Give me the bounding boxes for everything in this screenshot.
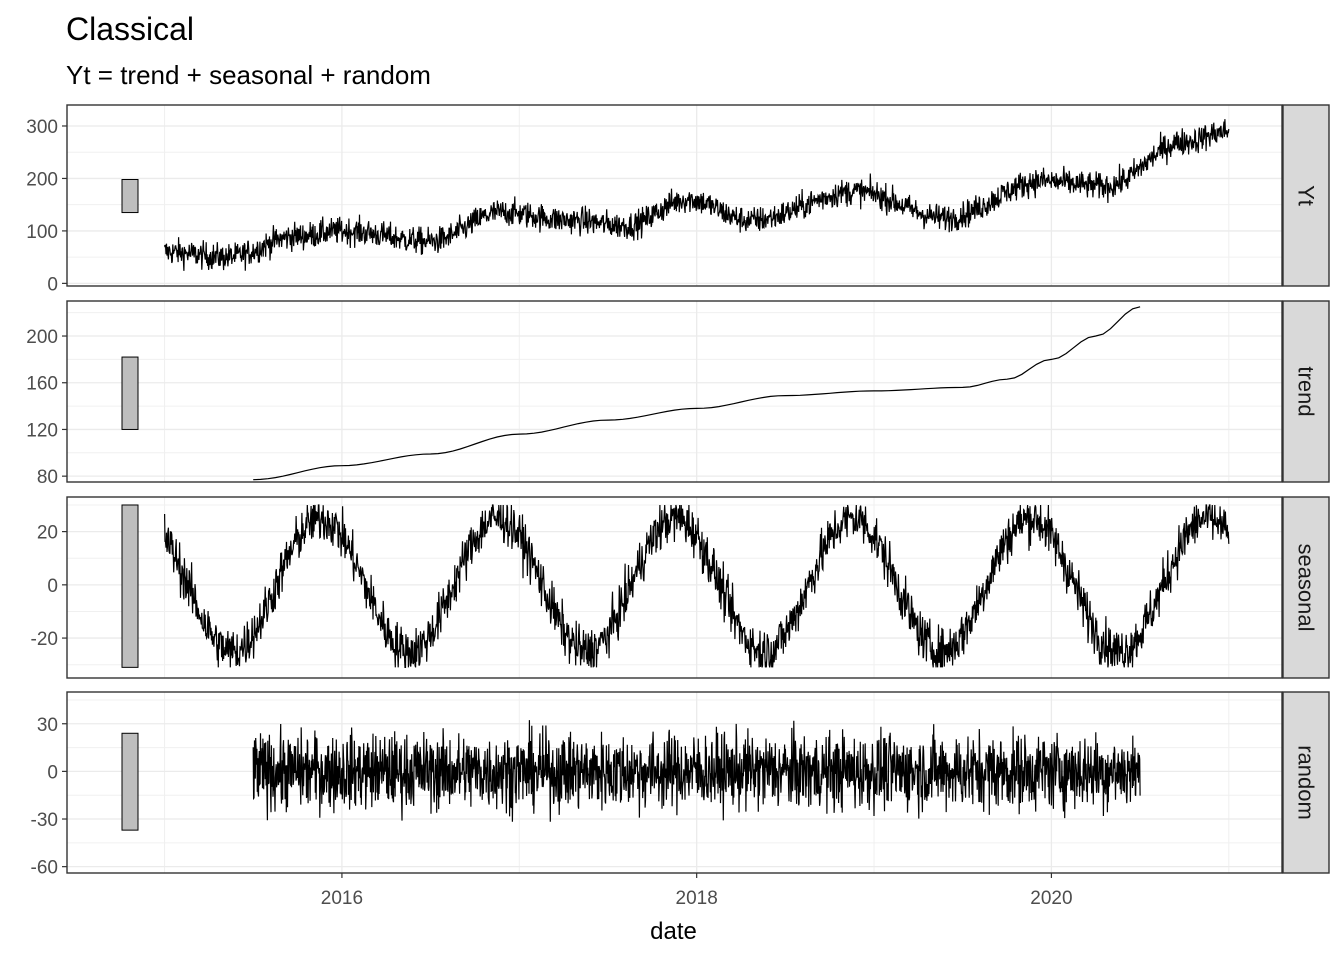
series-line-seasonal xyxy=(164,504,1230,668)
range-bar xyxy=(121,732,139,831)
y-tick-label: 80 xyxy=(37,467,58,488)
y-tick-label: -60 xyxy=(31,858,58,879)
range-bar xyxy=(121,356,139,430)
x-axis: 2016 2018 2020 xyxy=(321,873,1073,909)
panel-border xyxy=(66,496,1283,679)
series-line-random xyxy=(252,720,1141,822)
facet-strip-label: trend xyxy=(1294,366,1319,416)
y-tick-label: 100 xyxy=(26,222,58,243)
y-tick-label: 300 xyxy=(26,117,58,138)
x-tick-label: 2018 xyxy=(676,888,718,909)
range-bar xyxy=(121,504,139,668)
facet-strip-label: seasonal xyxy=(1294,543,1319,631)
facet-strip-label: random xyxy=(1294,745,1319,820)
facet-strip-label: Yt xyxy=(1294,185,1319,206)
y-tick-label: 20 xyxy=(37,523,58,544)
panel-background xyxy=(67,692,1282,873)
y-tick-label: 200 xyxy=(26,327,58,348)
y-tick-label: 200 xyxy=(26,169,58,190)
facet-panels: 0100200300Yt80120160200trend-20020season… xyxy=(26,104,1330,879)
panel-border xyxy=(66,300,1283,483)
panel-background xyxy=(67,301,1282,482)
facet-strip xyxy=(1282,496,1330,679)
facet-strip xyxy=(1282,691,1330,874)
y-tick-label: -30 xyxy=(31,810,58,831)
y-tick-label: 160 xyxy=(26,374,58,395)
panel-seasonal: -20 0 20 seasonal xyxy=(31,496,1330,679)
y-tick-label: 0 xyxy=(47,274,58,295)
series-line-trend xyxy=(253,306,1141,481)
panel-border xyxy=(66,691,1283,874)
y-tick-label: -20 xyxy=(31,629,58,650)
facet-strip xyxy=(1282,104,1330,287)
facet-strip xyxy=(1282,300,1330,483)
chart-subtitle: Yt = trend + seasonal + random xyxy=(66,60,431,90)
y-tick-label: 0 xyxy=(47,762,58,783)
y-tick-label: 0 xyxy=(47,576,58,597)
panel-border xyxy=(66,104,1283,287)
y-tick-label: 120 xyxy=(26,420,58,441)
panel-random: -60 -30 0 30 random xyxy=(31,691,1330,879)
range-bar xyxy=(121,178,139,214)
chart-title: Classical xyxy=(66,11,194,47)
panel-trend: 80 120 160 200 trend xyxy=(26,300,1330,488)
x-tick-label: 2020 xyxy=(1030,888,1072,909)
series-line-Yt xyxy=(164,119,1230,271)
x-tick-label: 2016 xyxy=(321,888,363,909)
y-tick-label: 30 xyxy=(37,715,58,736)
x-axis-title: date xyxy=(650,918,697,945)
panel-Yt: 0 100 200 300 Yt xyxy=(26,104,1330,295)
